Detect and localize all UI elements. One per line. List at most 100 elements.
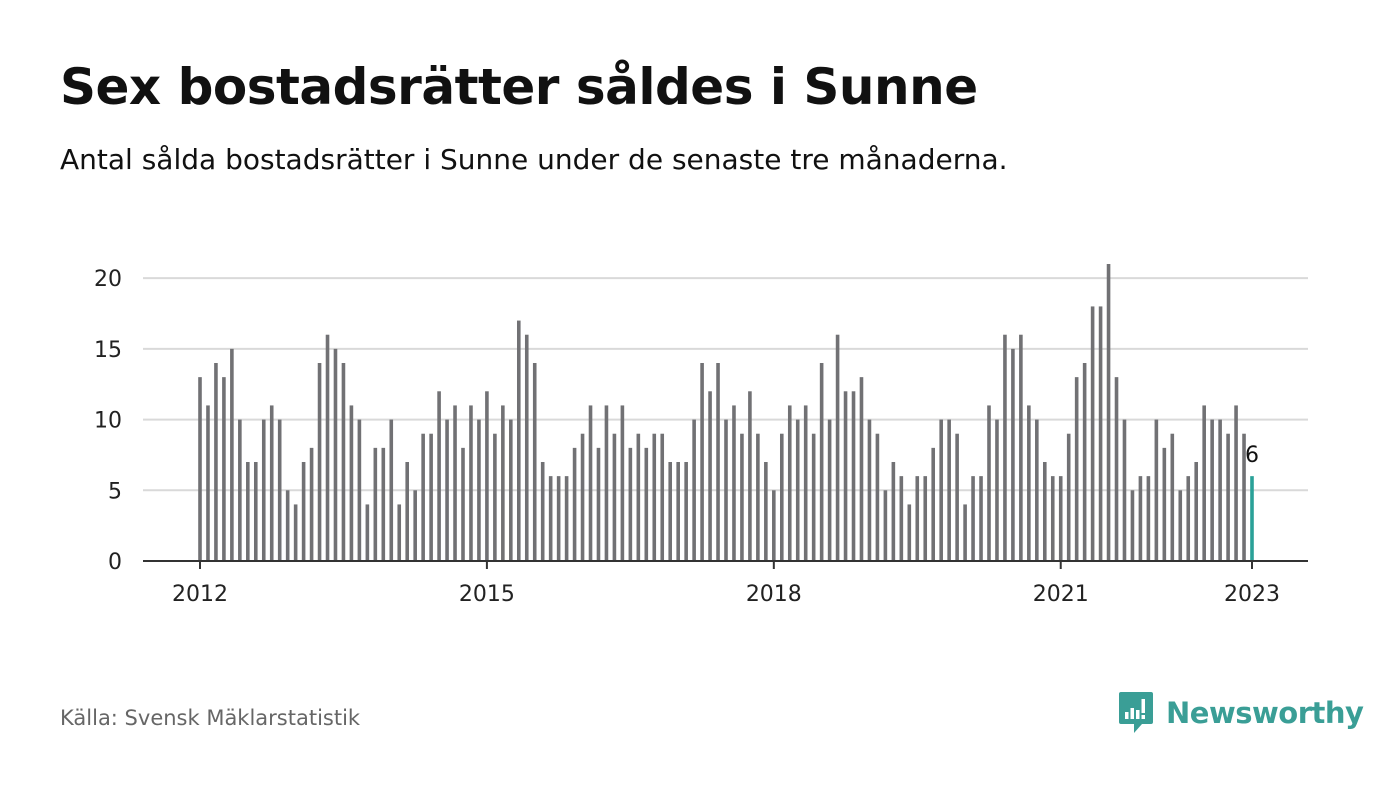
bar xyxy=(596,447,601,561)
bar xyxy=(325,334,330,561)
y-tick-label: 15 xyxy=(94,338,122,363)
bar xyxy=(277,419,282,561)
bar xyxy=(939,419,943,561)
bar xyxy=(764,462,768,561)
bar xyxy=(979,476,983,561)
bar xyxy=(532,363,537,561)
bar xyxy=(955,433,959,561)
bar xyxy=(835,334,840,561)
chart-subtitle: Antal sålda bostadsrätter i Sunne under … xyxy=(60,143,1008,176)
y-tick-label: 0 xyxy=(108,550,122,575)
bar xyxy=(843,391,848,561)
bar xyxy=(1130,490,1135,561)
bar xyxy=(827,419,832,561)
bar xyxy=(811,433,816,561)
bar xyxy=(556,476,561,561)
bar xyxy=(261,419,266,561)
bar-chart: 0 5 10 15 20 2012 2015 2018 2021 2023 6 xyxy=(94,264,1308,607)
bar xyxy=(588,405,593,561)
bar xyxy=(365,504,370,561)
bar xyxy=(1162,447,1167,561)
bar xyxy=(1114,377,1119,561)
tick-labels: 0 5 10 15 20 2012 2015 2018 2021 2023 xyxy=(94,267,1280,607)
bar xyxy=(413,490,417,561)
bar xyxy=(540,462,545,561)
bar xyxy=(389,419,394,561)
bar-latest xyxy=(1250,476,1254,561)
x-tick-label: 2023 xyxy=(1224,582,1280,607)
bar xyxy=(1003,334,1007,561)
bar xyxy=(867,419,872,561)
bar xyxy=(1218,419,1222,561)
bar xyxy=(700,363,704,561)
bar xyxy=(214,363,218,561)
bar xyxy=(580,433,585,561)
bar xyxy=(1154,419,1159,561)
x-tick-label: 2015 xyxy=(459,582,515,607)
bar xyxy=(971,476,975,561)
bar xyxy=(1011,348,1015,561)
bar xyxy=(883,490,888,561)
bar xyxy=(222,377,226,561)
bar xyxy=(501,405,505,561)
bar xyxy=(1035,419,1039,561)
bar xyxy=(357,419,362,561)
bar xyxy=(238,419,242,561)
bar xyxy=(732,405,736,561)
bar xyxy=(684,462,688,561)
bar xyxy=(676,462,680,561)
last-value-label: 6 xyxy=(1245,443,1259,468)
bar xyxy=(246,462,250,561)
bar xyxy=(692,419,696,561)
bar xyxy=(572,447,577,561)
bar xyxy=(437,391,441,561)
bar xyxy=(660,433,665,561)
bar xyxy=(341,363,346,561)
bar xyxy=(198,377,202,561)
bar xyxy=(524,334,529,561)
bar xyxy=(995,419,999,561)
bar xyxy=(899,476,904,561)
y-tick-label: 10 xyxy=(94,409,122,434)
y-tick-label: 5 xyxy=(108,479,122,504)
bar xyxy=(317,363,322,561)
bar xyxy=(628,447,633,561)
bar xyxy=(485,391,489,561)
bar xyxy=(644,447,649,561)
bars xyxy=(198,264,1254,561)
bar xyxy=(421,433,425,561)
bar xyxy=(1170,433,1175,561)
bar xyxy=(405,462,410,561)
bar xyxy=(795,419,800,561)
bar xyxy=(819,363,824,561)
bar xyxy=(931,447,936,561)
bar xyxy=(1082,363,1087,561)
bar xyxy=(285,490,290,561)
newsworthy-logo-icon xyxy=(1119,692,1153,733)
x-tick-label: 2012 xyxy=(172,582,228,607)
bar xyxy=(453,405,457,561)
bar xyxy=(612,433,617,561)
bar xyxy=(293,504,298,561)
bar xyxy=(397,504,402,561)
bar xyxy=(269,405,274,561)
bar xyxy=(987,405,991,561)
bar xyxy=(253,462,258,561)
newsworthy-logo: Newsworthy xyxy=(1118,690,1364,736)
bar xyxy=(1202,405,1206,561)
bar xyxy=(301,462,306,561)
bar xyxy=(716,363,720,561)
bar xyxy=(445,419,449,561)
source-note: Källa: Svensk Mäklarstatistik xyxy=(60,706,361,730)
bar xyxy=(652,433,657,561)
bar xyxy=(1042,462,1047,561)
bar xyxy=(740,433,744,561)
bar xyxy=(708,391,712,561)
bar xyxy=(1178,490,1183,561)
bar xyxy=(381,447,386,561)
bar xyxy=(477,419,481,561)
bar xyxy=(1226,433,1230,561)
bar xyxy=(636,433,641,561)
bar xyxy=(516,320,521,561)
bar xyxy=(851,391,856,561)
